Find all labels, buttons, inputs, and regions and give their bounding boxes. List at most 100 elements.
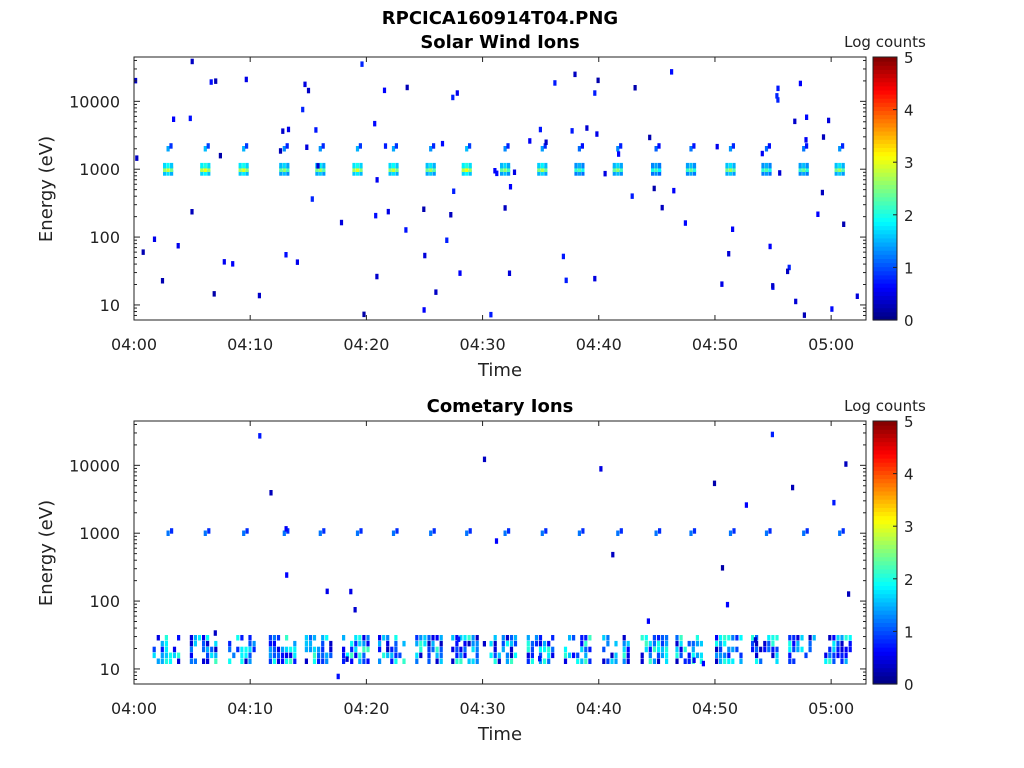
heatmap-cell bbox=[553, 80, 557, 86]
heatmap-cell bbox=[189, 646, 193, 653]
colorbar-segment bbox=[873, 536, 897, 541]
heatmap-cell bbox=[538, 635, 543, 641]
colorbar-segment bbox=[873, 246, 897, 251]
heatmap-cell bbox=[339, 219, 344, 226]
heatmap-cell bbox=[513, 635, 518, 641]
heatmap-cell bbox=[603, 170, 607, 177]
heatmap-cell bbox=[402, 640, 406, 647]
heatmap-cell bbox=[350, 652, 354, 659]
colorbar-segment bbox=[873, 605, 897, 611]
heatmap-cell bbox=[755, 652, 759, 659]
heatmap-cell bbox=[312, 652, 317, 659]
heatmap-cell bbox=[276, 658, 281, 664]
heatmap-cell bbox=[200, 170, 204, 176]
heatmap-cell bbox=[429, 170, 433, 176]
heatmap-cell bbox=[836, 652, 840, 659]
heatmap-cell bbox=[581, 162, 585, 169]
heatmap-cell bbox=[692, 143, 696, 149]
heatmap-cell bbox=[279, 166, 283, 172]
heatmap-cell bbox=[398, 652, 402, 659]
heatmap-cell bbox=[658, 528, 662, 534]
heatmap-cell bbox=[386, 208, 390, 215]
heatmap-cell bbox=[616, 170, 620, 176]
colorbar-tick-label: 5 bbox=[904, 49, 914, 67]
heatmap-cell bbox=[836, 640, 840, 647]
heatmap-cell bbox=[526, 658, 530, 664]
heatmap-cell bbox=[844, 646, 848, 653]
heatmap-cell bbox=[840, 652, 844, 659]
colorbar-segment bbox=[873, 527, 897, 533]
heatmap-cell bbox=[832, 635, 836, 641]
heatmap-cell bbox=[285, 646, 289, 653]
heatmap-cell bbox=[390, 646, 394, 653]
colorbar-segment bbox=[873, 254, 897, 259]
heatmap-cell bbox=[725, 166, 729, 172]
heatmap-cell bbox=[648, 658, 652, 664]
heatmap-cell bbox=[832, 640, 836, 647]
heatmap-cell bbox=[440, 140, 445, 147]
heatmap-cell bbox=[304, 635, 308, 641]
x-tick-label: 04:00 bbox=[111, 335, 157, 354]
heatmap-cell bbox=[203, 530, 207, 536]
heatmap-cell bbox=[494, 538, 499, 544]
heatmap-cell bbox=[612, 170, 616, 176]
heatmap-cell bbox=[800, 635, 804, 641]
heatmap-cell bbox=[463, 646, 467, 653]
colorbar-segment bbox=[873, 130, 897, 136]
heatmap-cell bbox=[776, 97, 780, 103]
colorbar-segment bbox=[873, 196, 897, 202]
heatmap-cell bbox=[619, 528, 623, 534]
heatmap-cell bbox=[767, 640, 771, 647]
colorbar-segment bbox=[873, 213, 897, 218]
heatmap-cell bbox=[812, 635, 816, 641]
heatmap-cell bbox=[465, 530, 469, 536]
heatmap-cell bbox=[767, 646, 771, 653]
heatmap-cell bbox=[164, 658, 168, 664]
colorbar-segment bbox=[873, 573, 897, 578]
heatmap-cell bbox=[622, 646, 626, 653]
heatmap-cell bbox=[848, 646, 852, 653]
heatmap-cell bbox=[538, 640, 543, 647]
heatmap-cell bbox=[362, 311, 366, 318]
heatmap-cell bbox=[419, 640, 423, 647]
heatmap-cell bbox=[507, 166, 511, 172]
heatmap-cell bbox=[679, 640, 683, 647]
colorbar-tick-label: 4 bbox=[904, 102, 914, 120]
heatmap-cell bbox=[534, 635, 539, 641]
heatmap-cell bbox=[240, 652, 244, 659]
heatmap-cell bbox=[665, 658, 669, 664]
heatmap-cell bbox=[268, 635, 272, 641]
heatmap-cell bbox=[214, 652, 218, 659]
heatmap-cell bbox=[391, 530, 396, 536]
heatmap-cell bbox=[712, 480, 717, 487]
heatmap-cell bbox=[245, 528, 249, 534]
colorbar-segment bbox=[873, 671, 897, 677]
heatmap-cell bbox=[503, 170, 507, 176]
heatmap-cell bbox=[602, 658, 606, 664]
heatmap-cell bbox=[537, 170, 541, 176]
heatmap-cell bbox=[832, 499, 836, 506]
x-tick-label: 05:00 bbox=[808, 699, 854, 718]
heatmap-cell bbox=[160, 652, 164, 659]
heatmap-cell bbox=[362, 646, 366, 653]
heatmap-cell bbox=[599, 466, 603, 472]
heatmap-cell bbox=[358, 143, 362, 149]
heatmap-cell bbox=[439, 658, 443, 664]
heatmap-cell bbox=[435, 652, 439, 659]
heatmap-cell bbox=[206, 635, 210, 641]
heatmap-cell bbox=[272, 646, 276, 653]
heatmap-cell bbox=[658, 170, 662, 176]
heatmap-cell bbox=[350, 658, 354, 664]
heatmap-cell bbox=[390, 658, 394, 664]
heatmap-cell bbox=[322, 162, 326, 169]
heatmap-cell bbox=[451, 646, 455, 653]
heatmap-cell bbox=[838, 530, 842, 536]
heatmap-cell bbox=[648, 640, 652, 647]
plot-frame bbox=[133, 56, 867, 321]
heatmap-cell bbox=[242, 162, 246, 169]
heatmap-cell bbox=[238, 170, 242, 176]
heatmap-cell bbox=[354, 635, 358, 641]
heatmap-cell bbox=[245, 170, 249, 176]
colorbar-segment bbox=[873, 315, 897, 321]
heatmap-cell bbox=[495, 170, 499, 177]
